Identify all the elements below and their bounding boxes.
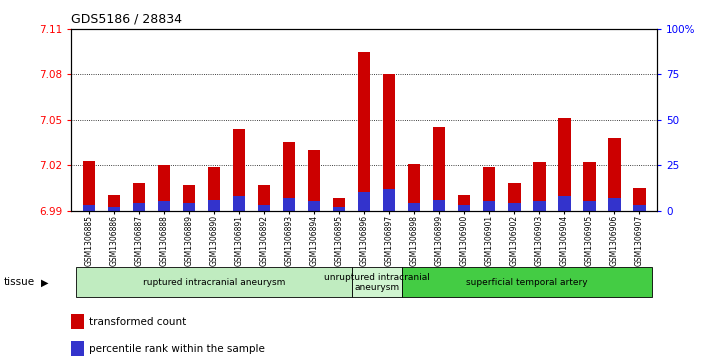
Bar — [283, 143, 296, 211]
Bar — [358, 192, 371, 211]
Bar — [133, 183, 145, 211]
Text: tissue: tissue — [4, 277, 35, 287]
Bar — [483, 167, 496, 211]
Bar — [558, 196, 570, 211]
Bar — [458, 205, 471, 211]
Bar — [183, 185, 195, 211]
Bar — [508, 183, 521, 211]
FancyBboxPatch shape — [351, 268, 402, 297]
Bar — [333, 207, 346, 211]
Bar — [508, 203, 521, 211]
Bar — [233, 196, 246, 211]
Bar — [583, 162, 595, 211]
Bar — [208, 167, 221, 211]
Bar — [71, 314, 84, 329]
Bar — [433, 200, 446, 211]
Bar — [608, 198, 620, 211]
Bar — [83, 161, 95, 211]
Bar — [183, 203, 195, 211]
Bar — [408, 164, 421, 211]
Bar — [583, 201, 595, 211]
Bar — [633, 188, 645, 211]
Bar — [358, 52, 371, 211]
Text: superficial temporal artery: superficial temporal artery — [466, 278, 588, 287]
Bar — [608, 138, 620, 211]
Bar — [108, 207, 120, 211]
Bar — [433, 127, 446, 211]
Bar — [458, 195, 471, 211]
Text: transformed count: transformed count — [89, 317, 186, 327]
Bar — [133, 203, 145, 211]
Bar — [633, 205, 645, 211]
FancyBboxPatch shape — [76, 268, 351, 297]
Bar — [383, 189, 396, 211]
Bar — [258, 185, 271, 211]
Bar — [483, 201, 496, 211]
Bar — [208, 200, 221, 211]
Bar — [533, 201, 545, 211]
Bar — [233, 129, 246, 211]
Text: percentile rank within the sample: percentile rank within the sample — [89, 344, 265, 354]
Bar — [558, 118, 570, 211]
Bar — [158, 165, 170, 211]
Bar — [158, 201, 170, 211]
Text: unruptured intracranial
aneurysm: unruptured intracranial aneurysm — [323, 273, 430, 292]
Bar — [408, 203, 421, 211]
Text: ruptured intracranial aneurysm: ruptured intracranial aneurysm — [143, 278, 285, 287]
Bar — [108, 195, 120, 211]
Bar — [283, 198, 296, 211]
FancyBboxPatch shape — [402, 268, 652, 297]
Bar — [258, 205, 271, 211]
Bar — [383, 74, 396, 211]
Bar — [533, 162, 545, 211]
Text: ▶: ▶ — [41, 277, 49, 287]
Text: GDS5186 / 28834: GDS5186 / 28834 — [71, 13, 182, 26]
Bar — [308, 201, 321, 211]
Bar — [308, 150, 321, 211]
Bar — [71, 341, 84, 356]
Bar — [83, 205, 95, 211]
Bar — [333, 199, 346, 211]
